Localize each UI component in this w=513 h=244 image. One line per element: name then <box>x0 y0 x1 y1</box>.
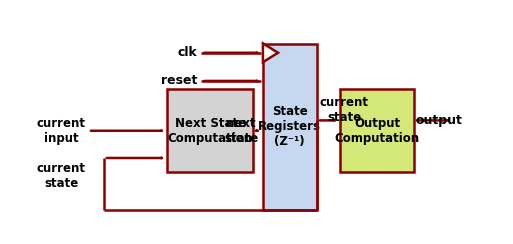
FancyBboxPatch shape <box>167 89 253 172</box>
Text: reset: reset <box>161 74 198 87</box>
FancyBboxPatch shape <box>341 89 414 172</box>
Polygon shape <box>263 43 278 62</box>
Text: current
input: current input <box>37 117 86 145</box>
Text: Output
Computation: Output Computation <box>334 117 420 145</box>
FancyBboxPatch shape <box>263 44 317 210</box>
Text: clk: clk <box>177 46 198 59</box>
Text: Next State
Computation: Next State Computation <box>168 117 253 145</box>
Text: current
state: current state <box>320 96 369 124</box>
Text: current
state: current state <box>37 162 86 190</box>
Text: output: output <box>416 114 463 127</box>
Text: State
Registers
(Z⁻¹): State Registers (Z⁻¹) <box>258 105 321 149</box>
Text: next
state: next state <box>224 117 258 145</box>
